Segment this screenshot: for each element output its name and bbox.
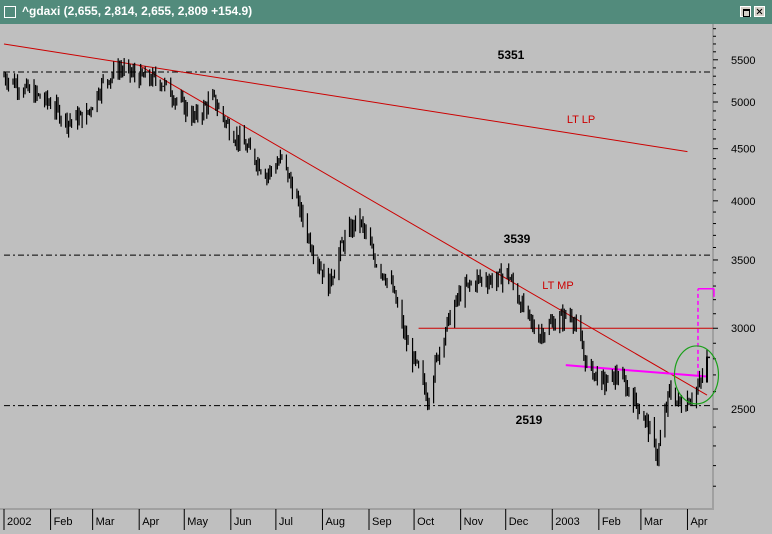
lt-mp-label: LT MP [542, 280, 573, 292]
price-chart: 2500 3000 3500 4000 4500 5000 5500 2002 Feb Mar Ap… [0, 24, 755, 534]
lt-lp-label: LT LP [567, 114, 595, 126]
y-tick-label: 3000 [731, 323, 755, 335]
x-tick-label: 2002 [7, 516, 31, 528]
y-tick-label: 4500 [731, 144, 755, 156]
y-tick-label: 2500 [731, 404, 755, 416]
level-3539-label: 3539 [504, 232, 531, 246]
highlight-circle [673, 345, 720, 405]
trend-line [138, 65, 708, 396]
trend-line [565, 364, 708, 378]
x-tick-label: Aug [325, 516, 345, 528]
x-tick-label: May [187, 516, 208, 528]
x-tick-label: Jul [279, 516, 293, 528]
close-icon[interactable] [754, 6, 765, 17]
x-tick-label: Oct [417, 516, 434, 528]
x-tick-label: Apr [690, 516, 707, 528]
x-tick-label: 2003 [555, 516, 579, 528]
x-tick-label: Mar [96, 516, 115, 528]
x-tick-label: Feb [602, 516, 621, 528]
x-tick-label: Dec [509, 516, 529, 528]
y-tick-label: 3500 [731, 255, 755, 267]
title-bar[interactable]: ^gdaxi (2,655, 2,814, 2,655, 2,809 +154.… [0, 0, 772, 24]
maximize-icon[interactable] [740, 6, 751, 17]
y-tick-label: 5000 [731, 97, 755, 109]
y-tick-label: 4000 [731, 196, 755, 208]
x-axis-band [0, 508, 713, 534]
window-menu-icon[interactable] [4, 6, 16, 18]
y-tick-label: 5500 [731, 55, 755, 67]
x-tick-label: Jun [234, 516, 252, 528]
window-title: ^gdaxi (2,655, 2,814, 2,655, 2,809 +154.… [22, 4, 253, 18]
chart-frame: 2500 3000 3500 4000 4500 5000 5500 2002 Feb Mar Ap… [0, 24, 772, 534]
level-2519-label: 2519 [516, 413, 543, 427]
plot-area [4, 24, 713, 508]
x-tick-label: Apr [142, 516, 159, 528]
x-tick-label: Feb [54, 516, 73, 528]
x-tick-label: Mar [644, 516, 663, 528]
x-tick-label: Sep [372, 516, 392, 528]
level-5351-label: 5351 [498, 48, 525, 62]
x-tick-label: Nov [464, 516, 484, 528]
